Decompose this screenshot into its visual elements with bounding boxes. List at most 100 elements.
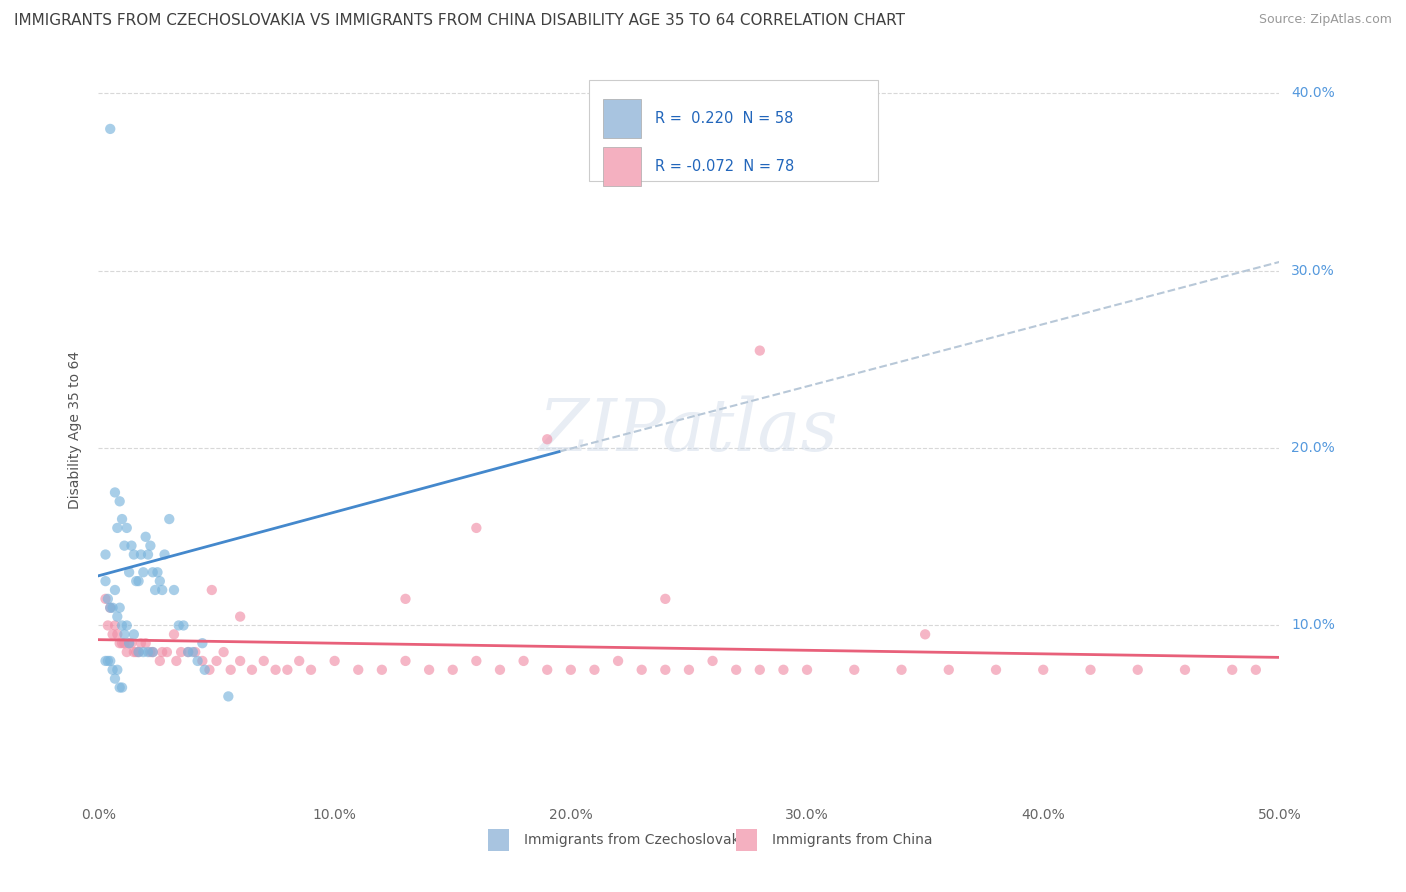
- Point: [184, 645, 207, 659]
- Point: [104, 618, 127, 632]
- Point: [136, 548, 159, 562]
- Point: [1244, 663, 1267, 677]
- Point: [111, 512, 134, 526]
- Text: Source: ZipAtlas.com: Source: ZipAtlas.com: [1258, 13, 1392, 27]
- Point: [142, 566, 165, 580]
- Point: [129, 548, 152, 562]
- Point: [1080, 663, 1102, 677]
- Point: [489, 663, 512, 677]
- Point: [844, 663, 866, 677]
- Point: [630, 663, 652, 677]
- Point: [465, 521, 488, 535]
- Text: ZIPatlas: ZIPatlas: [538, 395, 839, 466]
- Point: [111, 618, 134, 632]
- Point: [97, 654, 120, 668]
- Point: [1032, 663, 1054, 677]
- Point: [194, 663, 217, 677]
- Point: [347, 663, 370, 677]
- Point: [181, 645, 204, 659]
- Point: [323, 654, 346, 668]
- Point: [104, 485, 127, 500]
- Point: [177, 645, 200, 659]
- FancyBboxPatch shape: [589, 80, 877, 181]
- Point: [177, 645, 200, 659]
- Point: [299, 663, 322, 677]
- Point: [890, 663, 912, 677]
- Point: [112, 539, 135, 553]
- Point: [101, 600, 124, 615]
- Point: [112, 627, 135, 641]
- Point: [418, 663, 440, 677]
- Point: [748, 663, 770, 677]
- Point: [607, 654, 630, 668]
- Point: [98, 654, 121, 668]
- Point: [1220, 663, 1243, 677]
- Point: [1174, 663, 1197, 677]
- Point: [101, 663, 124, 677]
- Text: R = -0.072  N = 78: R = -0.072 N = 78: [655, 160, 794, 174]
- Point: [118, 566, 141, 580]
- Point: [111, 681, 134, 695]
- Point: [128, 645, 150, 659]
- Text: Immigrants from China: Immigrants from China: [772, 833, 932, 847]
- Point: [264, 663, 287, 677]
- Point: [128, 574, 150, 588]
- Point: [108, 600, 131, 615]
- Point: [128, 645, 150, 659]
- Point: [725, 663, 748, 677]
- Text: 40.0%: 40.0%: [1291, 87, 1336, 101]
- Point: [536, 663, 558, 677]
- Point: [132, 566, 155, 580]
- Point: [212, 645, 235, 659]
- Bar: [603, 99, 641, 137]
- Point: [748, 343, 770, 358]
- Point: [146, 566, 169, 580]
- Point: [112, 636, 135, 650]
- Point: [98, 122, 121, 136]
- Point: [98, 600, 121, 615]
- Bar: [737, 829, 758, 851]
- Text: Immigrants from Czechoslovakia: Immigrants from Czechoslovakia: [523, 833, 752, 847]
- Point: [108, 494, 131, 508]
- Point: [149, 654, 172, 668]
- Point: [441, 663, 464, 677]
- Point: [115, 645, 138, 659]
- Point: [105, 609, 128, 624]
- Point: [163, 627, 186, 641]
- Point: [157, 512, 180, 526]
- Point: [560, 663, 582, 677]
- Point: [167, 618, 190, 632]
- Point: [135, 530, 157, 544]
- Point: [104, 672, 127, 686]
- Point: [276, 663, 298, 677]
- Point: [288, 654, 311, 668]
- Point: [121, 636, 143, 650]
- Point: [150, 645, 173, 659]
- Point: [229, 654, 252, 668]
- Point: [702, 654, 724, 668]
- Text: R =  0.220  N = 58: R = 0.220 N = 58: [655, 111, 793, 126]
- Point: [122, 627, 145, 641]
- Point: [115, 618, 138, 632]
- Point: [139, 539, 162, 553]
- Point: [229, 609, 252, 624]
- Point: [143, 582, 166, 597]
- Point: [129, 636, 152, 650]
- Point: [914, 627, 936, 641]
- Point: [122, 548, 145, 562]
- Text: IMMIGRANTS FROM CZECHOSLOVAKIA VS IMMIGRANTS FROM CHINA DISABILITY AGE 35 TO 64 : IMMIGRANTS FROM CZECHOSLOVAKIA VS IMMIGR…: [14, 13, 905, 29]
- Text: 30.0%: 30.0%: [1291, 264, 1336, 277]
- Point: [165, 654, 187, 668]
- Point: [105, 521, 128, 535]
- Point: [191, 654, 214, 668]
- Point: [108, 636, 131, 650]
- Point: [217, 690, 239, 704]
- Point: [97, 618, 120, 632]
- Point: [97, 591, 120, 606]
- Point: [1126, 663, 1149, 677]
- Point: [654, 591, 676, 606]
- Point: [253, 654, 276, 668]
- Point: [163, 582, 186, 597]
- Point: [105, 663, 128, 677]
- Point: [240, 663, 263, 677]
